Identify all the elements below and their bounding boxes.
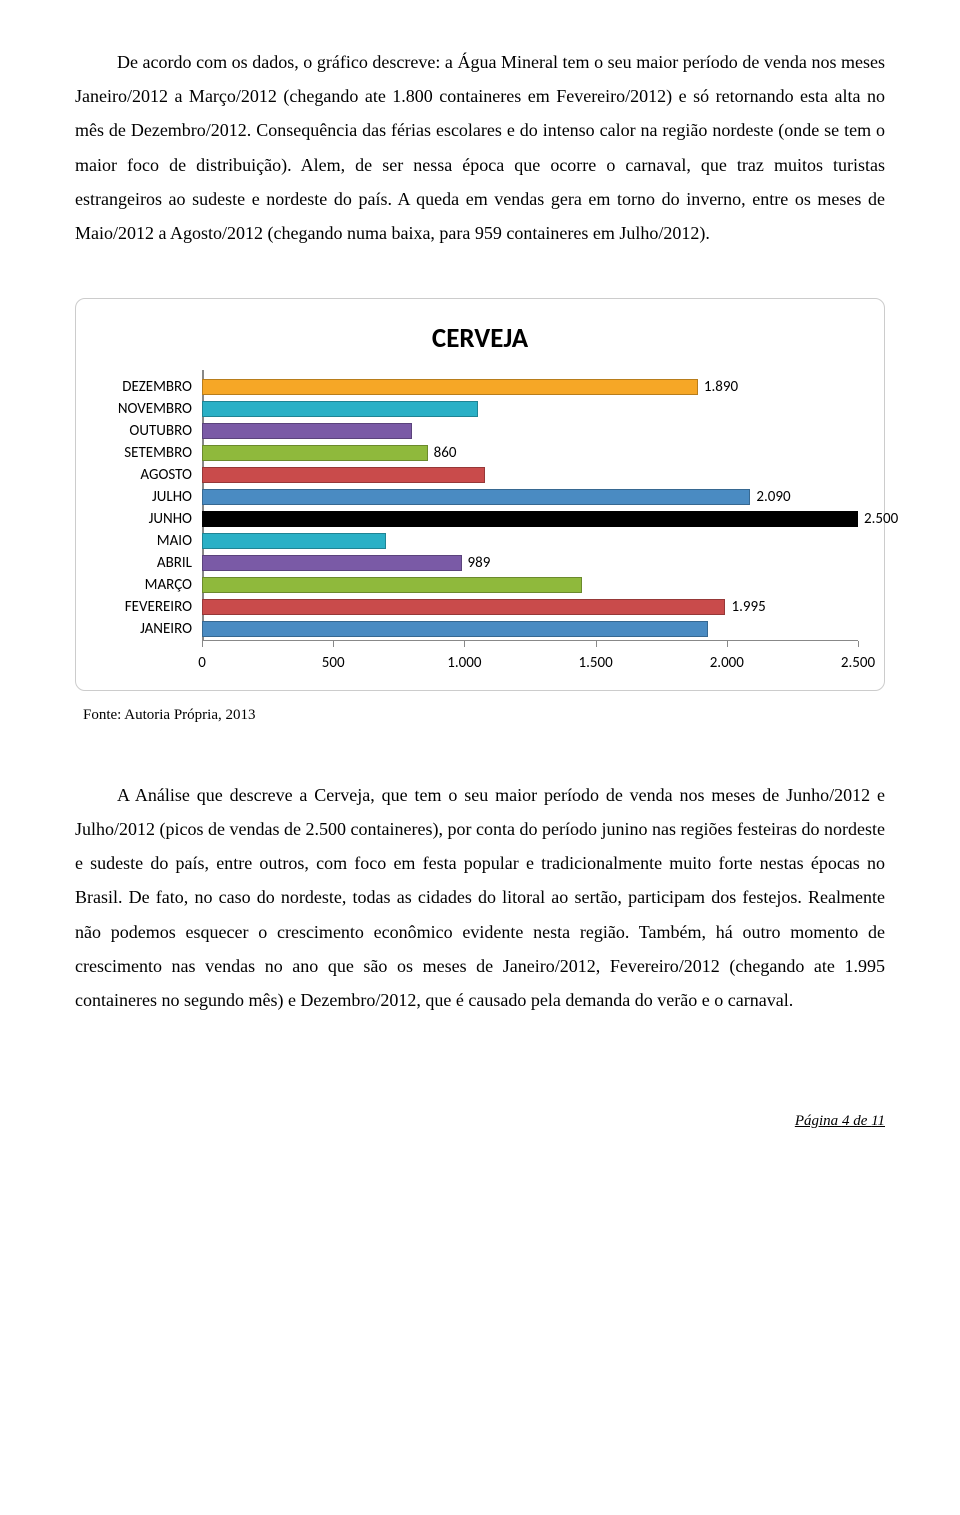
bar-category-label: DEZEMBRO <box>102 380 202 395</box>
bar-category-label: AGOSTO <box>102 468 202 483</box>
x-tick-label: 500 <box>322 649 345 678</box>
bar-value-label: 989 <box>468 549 491 578</box>
x-tick <box>858 641 859 647</box>
bar <box>202 577 582 593</box>
bar-value-label: 1.995 <box>731 593 765 622</box>
bar-row: SETEMBRO860 <box>102 442 858 464</box>
x-tick <box>202 641 203 647</box>
bar <box>202 621 708 637</box>
bar <box>202 599 725 615</box>
chart-container: CERVEJA DEZEMBRO1.890NOVEMBROOUTUBROSETE… <box>75 298 885 730</box>
bar <box>202 423 412 439</box>
bar-row: DEZEMBRO1.890 <box>102 376 858 398</box>
x-tick <box>727 641 728 647</box>
bar-track <box>202 618 858 640</box>
x-tick-label: 2.500 <box>841 649 875 678</box>
bar-row: FEVEREIRO1.995 <box>102 596 858 618</box>
bar <box>202 533 386 549</box>
bar-track: 1.995 <box>202 596 858 618</box>
bar-track <box>202 398 858 420</box>
x-tick <box>464 641 465 647</box>
bar-row: JUNHO2.500 <box>102 508 858 530</box>
bar-track <box>202 530 858 552</box>
bar-row: OUTUBRO <box>102 420 858 442</box>
x-tick-label: 2.000 <box>710 649 744 678</box>
bar-track: 1.890 <box>202 376 858 398</box>
bar-category-label: SETEMBRO <box>102 446 202 461</box>
bar <box>202 401 478 417</box>
bar <box>202 467 485 483</box>
bar <box>202 489 750 505</box>
bar-track: 2.090 <box>202 486 858 508</box>
bar-category-label: JULHO <box>102 490 202 505</box>
page-footer: Página 4 de 11 <box>75 1107 885 1136</box>
x-tick <box>596 641 597 647</box>
x-tick <box>333 641 334 647</box>
footer-prefix: Página <box>795 1113 842 1129</box>
bar-category-label: MARÇO <box>102 578 202 593</box>
chart-area: DEZEMBRO1.890NOVEMBROOUTUBROSETEMBRO860A… <box>102 376 858 670</box>
footer-total: 11 <box>871 1113 885 1129</box>
bar-track: 989 <box>202 552 858 574</box>
bar-category-label: OUTUBRO <box>102 424 202 439</box>
paragraph-1: De acordo com os dados, o gráfico descre… <box>75 45 885 250</box>
bar <box>202 555 462 571</box>
bar-value-label: 1.890 <box>704 373 738 402</box>
bar-row: AGOSTO <box>102 464 858 486</box>
bar-category-label: NOVEMBRO <box>102 402 202 417</box>
footer-mid: de <box>849 1113 871 1129</box>
bar-row: NOVEMBRO <box>102 398 858 420</box>
bar-value-label: 860 <box>434 439 457 468</box>
bar-value-label: 2.090 <box>756 483 790 512</box>
bar-track: 860 <box>202 442 858 464</box>
bar-row: ABRIL989 <box>102 552 858 574</box>
bar-category-label: JANEIRO <box>102 622 202 637</box>
paragraph-2: A Análise que descreve a Cerveja, que te… <box>75 778 885 1017</box>
x-tick-label: 1.500 <box>578 649 612 678</box>
bar <box>202 445 428 461</box>
bar-row: JULHO2.090 <box>102 486 858 508</box>
chart-box: CERVEJA DEZEMBRO1.890NOVEMBROOUTUBROSETE… <box>75 298 885 691</box>
bar-value-label: 2.500 <box>864 505 898 534</box>
chart-source: Fonte: Autoria Própria, 2013 <box>83 701 885 730</box>
bar <box>202 511 858 527</box>
bar-track <box>202 420 858 442</box>
bar <box>202 379 698 395</box>
chart-title: CERVEJA <box>102 313 858 364</box>
x-tick-label: 0 <box>198 649 206 678</box>
x-tick-label: 1.000 <box>447 649 481 678</box>
bar-category-label: MAIO <box>102 534 202 549</box>
bar-category-label: FEVEREIRO <box>102 600 202 615</box>
bar-track: 2.500 <box>202 508 858 530</box>
bar-row: JANEIRO <box>102 618 858 640</box>
bar-category-label: ABRIL <box>102 556 202 571</box>
bar-category-label: JUNHO <box>102 512 202 527</box>
